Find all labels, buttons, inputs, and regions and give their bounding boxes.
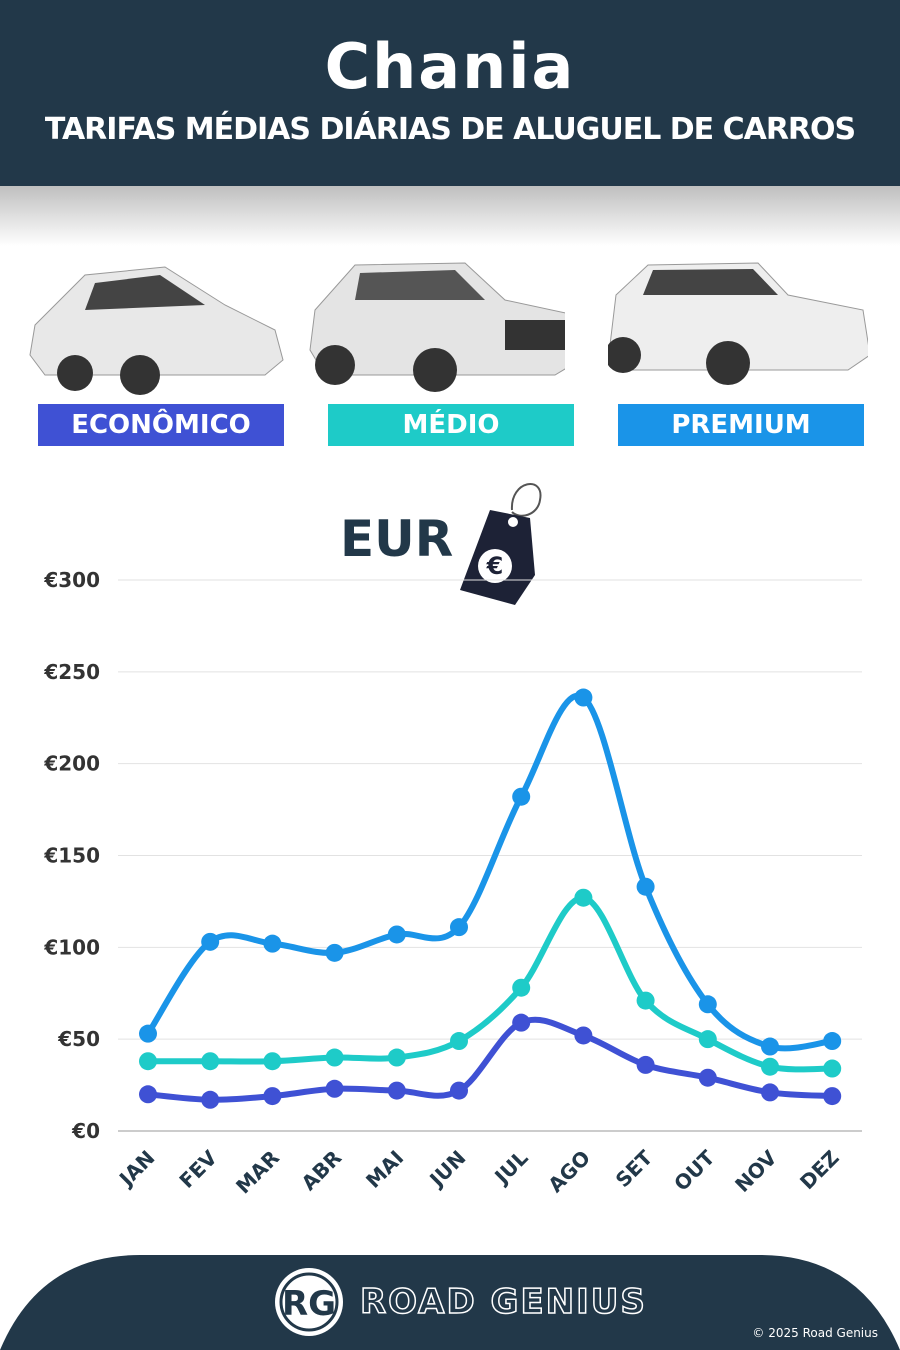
header: Chania TARIFAS MÉDIAS DIÁRIAS DE ALUGUEL…: [0, 0, 900, 186]
data-point: [263, 1052, 282, 1071]
data-point: [450, 1081, 468, 1100]
data-point: [636, 1055, 655, 1074]
data-point: [450, 1032, 468, 1051]
currency-label: EUR: [340, 510, 454, 568]
data-point: [139, 1052, 157, 1071]
page-subtitle: TARIFAS MÉDIAS DIÁRIAS DE ALUGUEL DE CAR…: [44, 112, 856, 147]
data-point: [574, 888, 593, 907]
copyright: © 2025 Road Genius: [752, 1326, 878, 1340]
badge-economy: ECONÔMICO: [38, 404, 284, 446]
x-tick-label: JUL: [489, 1145, 533, 1189]
economy-car-image: [29, 266, 284, 395]
x-tick-label: MAI: [361, 1146, 408, 1193]
x-tick-label: SET: [611, 1145, 658, 1192]
y-tick-label: €250: [43, 660, 100, 684]
data-point: [387, 925, 406, 944]
data-point: [387, 1048, 406, 1067]
data-point: [450, 918, 468, 937]
badge-premium: PREMIUM: [618, 404, 864, 446]
y-tick-label: €0: [71, 1119, 100, 1143]
price-tag-icon: €: [460, 483, 542, 605]
data-point: [574, 688, 593, 707]
data-point: [201, 1090, 220, 1109]
midsize-car-image: [309, 262, 565, 392]
data-point: [512, 1013, 531, 1032]
y-tick-label: €50: [57, 1027, 100, 1051]
header-shadow: [0, 186, 900, 246]
badge-midsize: MÉDIO: [328, 404, 574, 446]
y-tick-label: €300: [43, 568, 100, 592]
data-point: [823, 1059, 842, 1078]
line-chart: €0 €50 €100 €150 €200 €250 €300 JAN FEV MAR ABR MAI…: [43, 568, 862, 1199]
y-tick-label: €150: [43, 844, 100, 868]
x-tick-label: NOV: [730, 1145, 782, 1197]
x-tick-label: AGO: [543, 1146, 595, 1198]
series-line-2: [145, 692, 833, 1052]
euro-symbol: €: [486, 552, 504, 580]
data-point: [636, 877, 655, 896]
data-point: [512, 978, 531, 997]
data-point: [698, 1030, 717, 1049]
data-point: [387, 1081, 406, 1100]
logo-mark: RG: [282, 1284, 336, 1324]
data-point: [761, 1083, 779, 1102]
data-point: [325, 1048, 344, 1067]
page-title: Chania: [324, 30, 576, 103]
series-line-1: [147, 894, 833, 1073]
x-tick-label: JAN: [113, 1146, 159, 1192]
data-point: [761, 1057, 779, 1076]
data-point: [698, 1068, 717, 1087]
premium-car-image: [608, 262, 868, 385]
data-point: [761, 1037, 779, 1056]
y-tick-label: €200: [43, 752, 100, 776]
data-point: [698, 995, 717, 1014]
data-point: [139, 1024, 157, 1043]
footer: RG: [0, 1255, 900, 1350]
data-point: [574, 1026, 593, 1045]
x-tick-label: OUT: [669, 1145, 719, 1195]
x-tick-label: ABR: [297, 1146, 347, 1196]
brand-name: ROAD GENIUS: [359, 1281, 647, 1323]
data-point: [636, 991, 655, 1010]
x-tick-label: DEZ: [795, 1146, 844, 1195]
data-point: [263, 934, 282, 953]
x-tick-label: MAR: [231, 1146, 284, 1199]
data-point: [201, 932, 220, 951]
y-tick-label: €100: [43, 935, 100, 959]
x-tick-label: FEV: [174, 1145, 222, 1193]
data-point: [512, 787, 531, 806]
data-point: [325, 943, 344, 962]
data-point: [823, 1087, 842, 1106]
data-point: [823, 1032, 842, 1051]
data-point: [263, 1087, 282, 1106]
data-point: [325, 1079, 344, 1098]
data-point: [139, 1085, 157, 1104]
x-tick-label: JUN: [424, 1146, 471, 1193]
data-point: [201, 1052, 220, 1071]
